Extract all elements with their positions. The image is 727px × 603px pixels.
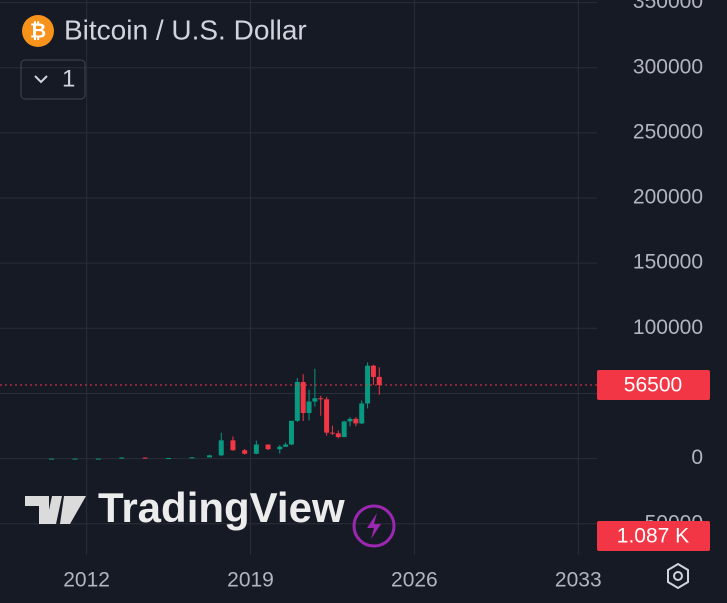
candle-body	[335, 433, 341, 438]
candle-body	[324, 399, 330, 433]
y-tick-label: 150000	[633, 251, 703, 274]
candle-body	[306, 401, 312, 413]
candle-body	[265, 444, 271, 450]
candle-body	[277, 446, 283, 450]
interval-dropdown[interactable]	[20, 59, 86, 100]
x-tick-label: 2026	[391, 569, 438, 592]
candle-body	[312, 398, 318, 402]
flash-icon[interactable]	[352, 504, 396, 548]
candle-body	[253, 444, 259, 454]
candle-body	[329, 432, 335, 434]
x-tick-label: 2019	[227, 569, 274, 592]
candle-body	[294, 381, 300, 421]
chevron	[34, 75, 48, 84]
last-price-label: 56500	[624, 374, 682, 397]
candle-body	[72, 458, 78, 460]
symbol-glyph: ₿	[30, 20, 46, 42]
chart-title: Bitcoin / U.S. Dollar	[64, 14, 307, 45]
volume-label: 1.087 K	[617, 525, 689, 548]
candle-body	[119, 457, 125, 459]
settings-dot	[673, 571, 683, 581]
candle-body	[288, 420, 294, 445]
candle-body	[353, 418, 359, 424]
settings-icon[interactable]	[667, 562, 689, 590]
y-tick-label: 100000	[633, 316, 703, 339]
candle-body	[166, 458, 172, 460]
volume-badge	[597, 521, 710, 551]
x-tick-label: 2012	[63, 569, 110, 592]
candle-body	[230, 440, 236, 451]
flash-bolt	[367, 513, 381, 539]
symbol-icon	[22, 15, 54, 47]
candle-body	[318, 398, 324, 400]
candle-body	[207, 455, 213, 458]
candle-body	[365, 365, 371, 404]
candle-body	[189, 457, 195, 459]
candle-body	[376, 376, 382, 385]
candle-body	[49, 458, 55, 460]
candle-body	[300, 381, 306, 413]
candle-body	[242, 450, 248, 454]
y-tick-label: 300000	[633, 55, 703, 78]
y-tick-label: 0	[691, 446, 703, 469]
plot-area	[0, 0, 597, 555]
watermark: TradingView	[98, 484, 345, 531]
candle-body	[347, 418, 353, 422]
candle-body	[218, 440, 224, 456]
watermark-logo	[25, 496, 86, 524]
candle-body	[341, 421, 347, 438]
last-price-badge	[597, 369, 710, 400]
candle-body	[142, 457, 148, 459]
y-tick-label: 250000	[633, 120, 703, 143]
y-tick-label: 350000	[633, 0, 703, 13]
x-tick-label: 2033	[555, 569, 602, 592]
candle-body	[359, 403, 365, 424]
candle-body	[95, 458, 101, 460]
candle-body	[370, 365, 376, 377]
interval: 1	[62, 65, 75, 92]
y-tick-label: 200000	[633, 186, 703, 209]
candle-body	[283, 444, 289, 447]
